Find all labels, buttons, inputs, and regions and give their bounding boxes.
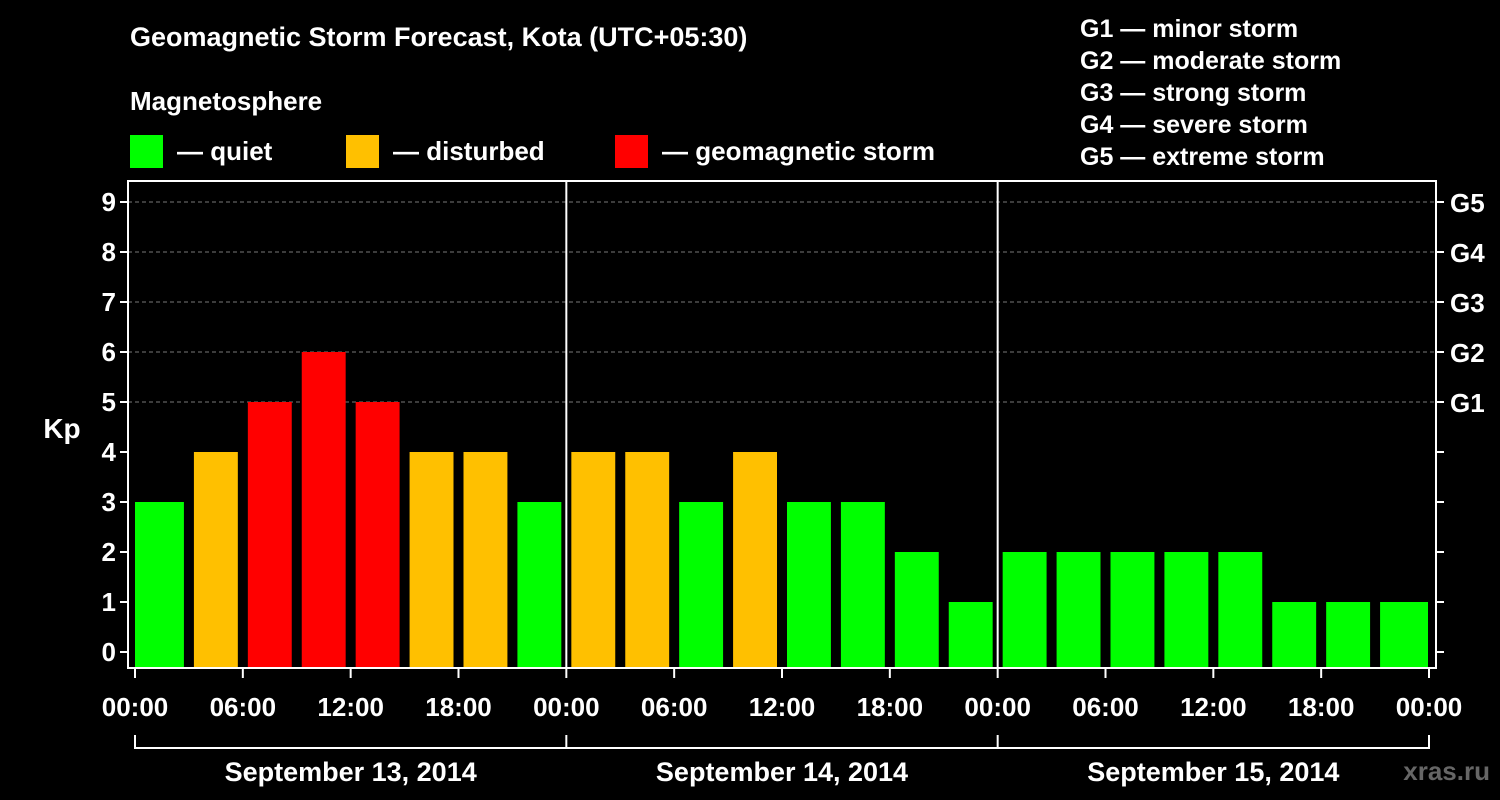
legend-item-disturbed: — disturbed [346,134,545,168]
x-tick-label-3: 18:00 [425,692,492,722]
y-axis-label: Kp [43,413,80,444]
bar-9 [625,452,670,668]
bar-12 [787,502,831,668]
bar-10 [679,502,724,668]
x-tick-label-0: 00:00 [102,692,169,722]
bar-11 [733,452,777,668]
bar-21 [1272,602,1317,668]
bar-6 [463,452,508,668]
storm-scale-g2: G2 — moderate storm [1080,47,1342,75]
bar-4 [355,402,400,668]
x-tick-label-1: 06:00 [210,692,277,722]
bar-17 [1056,552,1101,668]
bar-16 [1002,552,1047,668]
day-label-0: September 13, 2014 [225,757,477,787]
y-tick-label-0: 0 [102,637,116,667]
bar-2 [247,402,292,668]
g-scale-label-G5: G5 [1450,188,1485,218]
g-scale-label-G3: G3 [1450,288,1485,318]
y-tick-label-7: 7 [102,287,116,317]
legend-item-quiet: — quiet [130,134,272,168]
x-tick-label-7: 18:00 [857,692,924,722]
storm-scale-g5: G5 — extreme storm [1080,143,1325,171]
legend-label-quiet: — quiet [177,135,273,166]
y-tick-label-1: 1 [102,587,116,617]
bar-8 [571,452,616,668]
g-scale-label-G2: G2 [1450,338,1485,368]
storm-scale-g3: G3 — strong storm [1080,79,1307,107]
bar-15 [948,602,993,668]
g-scale-label-G1: G1 [1450,388,1485,418]
bar-22 [1326,602,1371,668]
bar-18 [1110,552,1155,668]
legend-item-storm: — geomagnetic storm [615,134,935,168]
legend-swatch-storm [615,134,648,168]
x-tick-label-5: 06:00 [641,692,708,722]
y-tick-label-5: 5 [102,387,116,417]
chart-subtitle: Magnetosphere [130,86,323,116]
bar-3 [301,352,346,668]
y-tick-label-8: 8 [102,237,116,267]
bar-0 [135,502,184,668]
g-scale-label-G4: G4 [1450,238,1485,268]
day-label-2: September 15, 2014 [1087,757,1339,787]
storm-scale-g4: G4 — severe storm [1080,111,1308,139]
legend-swatch-quiet [130,134,163,168]
legend-label-storm: — geomagnetic storm [662,135,936,166]
x-tick-label-2: 12:00 [317,692,384,722]
x-tick-label-6: 12:00 [749,692,816,722]
legend-swatch-disturbed [346,134,379,168]
bar-23 [1380,602,1428,668]
bar-7 [517,502,562,668]
x-tick-label-8: 00:00 [964,692,1031,722]
y-tick-label-3: 3 [102,487,116,517]
x-tick-label-12: 00:00 [1396,692,1463,722]
legend-label-disturbed: — disturbed [393,135,545,166]
bar-14 [894,552,939,668]
bar-13 [840,502,885,668]
watermark: xras.ru [1403,756,1490,786]
y-tick-label-9: 9 [102,187,116,217]
storm-scale-g1: G1 — minor storm [1080,15,1299,43]
y-tick-label-2: 2 [102,537,116,567]
bar-19 [1164,552,1209,668]
bar-5 [409,452,454,668]
y-tick-label-4: 4 [102,437,117,467]
bar-1 [193,452,238,668]
bar-20 [1218,552,1263,668]
x-tick-label-9: 06:00 [1072,692,1139,722]
y-tick-label-6: 6 [102,337,116,367]
x-tick-label-4: 00:00 [533,692,600,722]
x-tick-label-11: 18:00 [1288,692,1355,722]
x-tick-label-10: 12:00 [1180,692,1247,722]
chart-title: Geomagnetic Storm Forecast, Kota (UTC+05… [130,22,748,52]
day-label-1: September 14, 2014 [656,757,908,787]
